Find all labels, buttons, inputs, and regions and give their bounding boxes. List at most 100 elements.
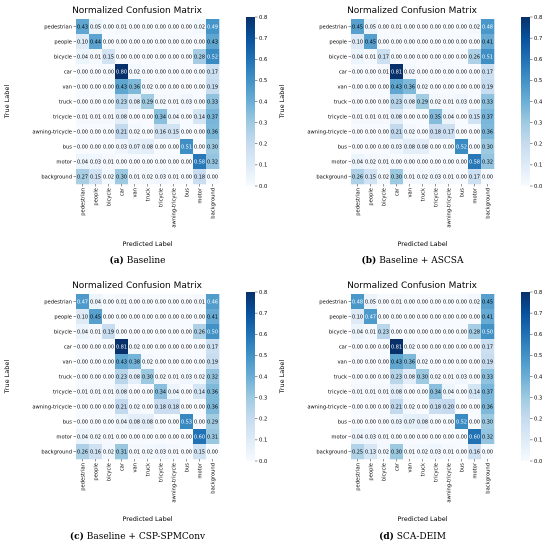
cell-value-label: 0.00: [194, 129, 205, 135]
cell-value-label: 0.00: [430, 314, 441, 320]
cell-value-label: 0.00: [443, 54, 454, 60]
heatmap-cell: [193, 154, 207, 170]
heatmap-cell: [115, 444, 129, 460]
cell-value-label: 0.01: [443, 174, 454, 180]
cell-value-label: 0.01: [90, 329, 101, 335]
heatmap-cell: [377, 399, 391, 415]
heatmap-cell: [455, 384, 469, 400]
cell-value-label: 0.02: [194, 374, 205, 380]
cell-value-label: 0.47: [365, 314, 376, 320]
heatmap-cell: [429, 429, 443, 445]
y-tick-label: motor: [331, 434, 347, 440]
cell-value-label: 0.00: [194, 69, 205, 75]
y-tick-label: truck: [334, 374, 347, 380]
cell-value-label: 0.02: [129, 404, 140, 410]
cell-value-label: 0.45: [365, 39, 376, 45]
cell-value-label: 0.00: [404, 114, 415, 120]
cell-value-label: 0.00: [77, 404, 88, 410]
heatmap-cell: [455, 309, 469, 325]
cell-value-label: 0.51: [482, 54, 493, 60]
heatmap-cell: [442, 414, 456, 430]
heatmap-cell: [193, 124, 207, 140]
heatmap-cell: [76, 139, 90, 155]
heatmap-cell: [154, 154, 168, 170]
heatmap-cell: [193, 339, 207, 355]
heatmap-cell: [193, 94, 207, 110]
y-axis-label: True Label: [3, 85, 11, 120]
heatmap-cell: [89, 324, 103, 340]
heatmap-cell: [89, 339, 103, 355]
heatmap-cell: [180, 124, 194, 140]
cell-value-label: 0.00: [116, 329, 127, 335]
cell-value-label: 0.36: [482, 404, 493, 410]
cell-value-label: 0.43: [77, 24, 88, 30]
cell-value-label: 0.00: [181, 299, 192, 305]
cell-value-label: 0.00: [168, 39, 179, 45]
cell-value-label: 0.00: [77, 84, 88, 90]
cell-value-label: 0.00: [103, 404, 114, 410]
heatmap-cell: [128, 124, 142, 140]
cell-value-label: 0.00: [103, 129, 114, 135]
heatmap-cell: [390, 384, 404, 400]
cell-value-label: 0.03: [181, 99, 192, 105]
heatmap-cell: [377, 384, 391, 400]
cell-value-label: 0.01: [365, 114, 376, 120]
cell-value-label: 0.01: [168, 449, 179, 455]
cell-value-label: 0.02: [142, 174, 153, 180]
heatmap-cell: [193, 109, 207, 125]
colorbar-tick-label: 0.1: [534, 163, 542, 169]
heatmap-cell: [403, 444, 417, 460]
cell-value-label: 0.00: [129, 114, 140, 120]
panel-sca-deim: Normalized Confusion Matrix 0.48 0.05 0.00 0…: [275, 275, 550, 549]
cell-value-label: 0.00: [103, 419, 114, 425]
cell-value-label: 0.00: [168, 144, 179, 150]
cell-value-label: 0.00: [181, 434, 192, 440]
heatmap-cell: [364, 19, 378, 35]
heatmap-cell: [455, 139, 469, 155]
heatmap-cell: [455, 324, 469, 340]
cell-value-label: 0.81: [391, 69, 402, 75]
cell-value-label: 0.00: [181, 69, 192, 75]
cell-value-label: 0.00: [90, 374, 101, 380]
cell-value-label: 0.03: [456, 99, 467, 105]
cell-value-label: 0.01: [365, 54, 376, 60]
cell-value-label: 0.81: [116, 344, 127, 350]
cell-value-label: 0.00: [456, 54, 467, 60]
cell-value-label: 0.21: [116, 404, 127, 410]
cell-value-label: 0.03: [155, 174, 166, 180]
cell-value-label: 0.01: [168, 374, 179, 380]
heatmap-cell: [403, 414, 417, 430]
heatmap-cell: [206, 94, 220, 110]
heatmap-cell: [390, 429, 404, 445]
cell-value-label: 0.00: [90, 129, 101, 135]
heatmap-cell: [180, 414, 194, 430]
x-axis-label: Predicted Label: [122, 515, 172, 523]
cell-value-label: 0.00: [456, 449, 467, 455]
cell-value-label: 0.00: [443, 299, 454, 305]
y-tick-label: tricycle: [53, 114, 72, 120]
y-tick-label: pedestrian: [44, 299, 72, 305]
cell-value-label: 0.00: [469, 84, 480, 90]
heatmap-cell: [351, 169, 365, 185]
heatmap-cell: [115, 49, 129, 65]
heatmap-cell: [115, 109, 129, 125]
cell-value-label: 0.00: [417, 344, 428, 350]
cell-value-label: 0.00: [417, 69, 428, 75]
heatmap-cell: [76, 384, 90, 400]
heatmap-cell: [167, 124, 181, 140]
heatmap-cell: [442, 309, 456, 325]
cell-value-label: 0.00: [181, 359, 192, 365]
cell-value-label: 0.00: [443, 419, 454, 425]
heatmap-cell: [364, 79, 378, 95]
colorbar-tick-label: 0.3: [534, 395, 542, 401]
cell-value-label: 0.01: [443, 449, 454, 455]
cell-value-label: 0.00: [417, 314, 428, 320]
heatmap-cell: [115, 79, 129, 95]
cell-value-label: 0.10: [352, 314, 363, 320]
colorbar-tick-label: 0.5: [259, 78, 267, 84]
heatmap-cell: [141, 399, 155, 415]
panel-baseline-ascsa: Normalized Confusion Matrix 0.45 0.05 0.00 0…: [275, 0, 550, 274]
heatmap-cell: [76, 414, 90, 430]
cell-value-label: 0.00: [181, 344, 192, 350]
heatmap-cell: [390, 399, 404, 415]
